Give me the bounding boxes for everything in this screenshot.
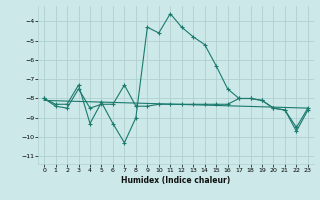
X-axis label: Humidex (Indice chaleur): Humidex (Indice chaleur) (121, 176, 231, 185)
